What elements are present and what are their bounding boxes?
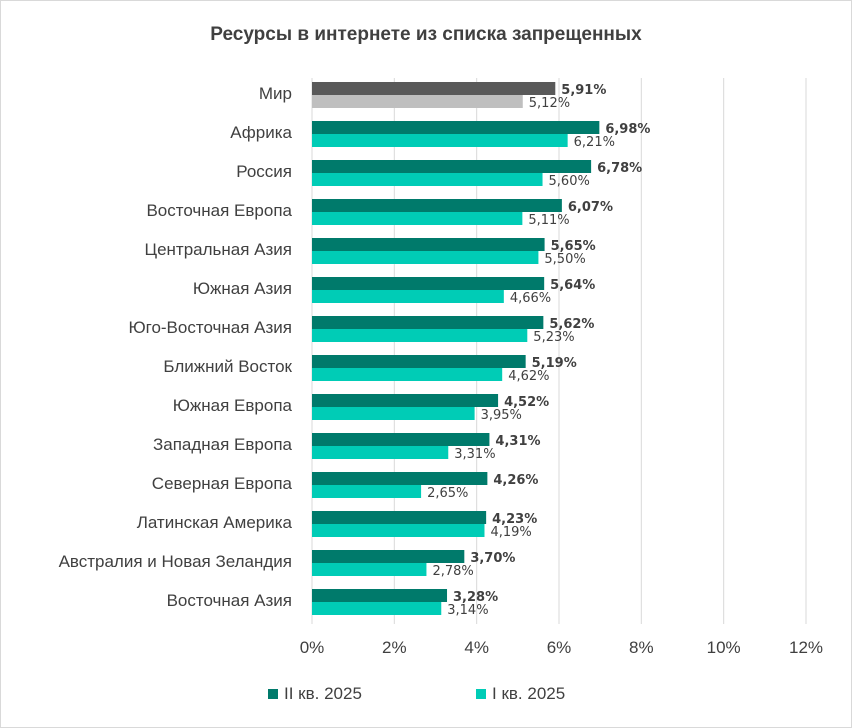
data-label-series-1: 4,31% (495, 434, 540, 449)
bar-series-1 (312, 355, 526, 368)
data-label-series-2: 6,21% (574, 135, 615, 150)
data-label-series-1: 6,78% (597, 161, 642, 176)
bar-series-2 (312, 173, 543, 186)
bar-series-2 (312, 368, 503, 381)
bar-series-1 (312, 433, 490, 446)
data-label-series-2: 4,66% (510, 291, 551, 306)
data-label-series-1: 6,07% (568, 200, 613, 215)
x-tick-label: 2% (382, 638, 407, 657)
data-label-series-1: 5,64% (550, 278, 595, 293)
bar-series-2 (312, 251, 539, 264)
bar-series-1 (312, 511, 487, 524)
data-label-series-2: 3,95% (481, 408, 522, 423)
data-label-series-2: 2,78% (432, 564, 473, 579)
data-label-series-1: 4,52% (504, 395, 549, 410)
bar-series-2 (312, 446, 449, 459)
category-label: Ближний Восток (163, 357, 292, 376)
bar-series-2 (312, 602, 442, 615)
bar-series-1 (312, 160, 592, 173)
category-label: Латинская Америка (137, 513, 293, 532)
data-label-series-2: 5,60% (549, 174, 590, 189)
bar-series-1 (312, 394, 499, 407)
bar-series-1 (312, 121, 600, 134)
bar-series-1 (312, 238, 545, 251)
chart-legend: II кв. 2025 I кв. 2025 (0, 684, 852, 708)
legend-label-series-2: I кв. 2025 (492, 684, 566, 703)
category-label: Центральная Азия (145, 240, 293, 259)
chart-title: Ресурсы в интернете из списка запрещенны… (210, 24, 642, 45)
x-tick-label: 8% (629, 638, 654, 657)
bar-series-1 (312, 316, 544, 329)
category-label: Северная Европа (152, 474, 293, 493)
x-tick-label: 6% (547, 638, 572, 657)
bar-series-2 (312, 329, 528, 342)
category-label: Южная Азия (193, 279, 292, 298)
data-label-series-2: 4,62% (508, 369, 549, 384)
x-tick-label: 4% (464, 638, 489, 657)
bar-series-2 (312, 134, 568, 147)
data-label-series-2: 5,23% (533, 330, 574, 345)
legend-item-series-2: I кв. 2025 (476, 684, 565, 704)
category-label: Африка (230, 123, 292, 142)
data-label-series-2: 5,11% (528, 213, 569, 228)
bar-series-1 (312, 589, 448, 602)
bar-series-2 (312, 563, 427, 576)
bar-series-1 (312, 472, 488, 485)
bar-series-1 (312, 199, 562, 212)
data-label-series-1: 5,65% (551, 239, 596, 254)
data-label-series-1: 5,19% (532, 356, 577, 371)
x-tick-label: 0% (300, 638, 325, 657)
data-label-series-2: 2,65% (427, 486, 468, 501)
data-label-series-1: 5,62% (549, 317, 594, 332)
category-label: Южная Европа (173, 396, 293, 415)
category-label: Западная Европа (153, 435, 293, 454)
category-label: Россия (236, 162, 292, 181)
legend-swatch-series-1 (268, 689, 278, 699)
category-label: Юго-Восточная Азия (128, 318, 292, 337)
bar-series-2 (312, 524, 485, 537)
data-label-series-2: 4,19% (490, 525, 531, 540)
chart-plot: 0% 2% 4% 6% 8% 10% 12% Мир 5,91%5,12% Африка 6,98%… (59, 78, 823, 657)
data-label-series-2: 3,31% (454, 447, 495, 462)
data-label-series-1: 3,28% (453, 590, 498, 605)
category-label: Австралия и Новая Зеландия (59, 552, 292, 571)
data-label-series-1: 4,26% (493, 473, 538, 488)
legend-swatch-series-2 (476, 689, 486, 699)
bar-series-1 (312, 550, 465, 563)
bar-series-1 (312, 277, 545, 290)
category-label: Восточная Азия (167, 591, 292, 610)
data-label-series-1: 6,98% (605, 122, 650, 137)
data-label-series-2: 5,12% (529, 96, 570, 111)
x-tick-label: 12% (789, 638, 823, 657)
bar-series-2 (312, 290, 504, 303)
data-label-series-1: 4,23% (492, 512, 537, 527)
bar-series-2 (312, 485, 422, 498)
category-label: Мир (259, 84, 292, 103)
bar-series-2 (312, 95, 523, 108)
legend-label-series-1: II кв. 2025 (284, 684, 362, 703)
bar-series-2 (312, 407, 475, 420)
bar-series-2 (312, 212, 523, 225)
bar-series-1 (312, 82, 556, 95)
data-label-series-2: 5,50% (544, 252, 585, 267)
data-label-series-1: 5,91% (561, 83, 606, 98)
data-label-series-2: 3,14% (447, 603, 488, 618)
x-tick-label: 10% (707, 638, 741, 657)
data-label-series-1: 3,70% (470, 551, 515, 566)
category-label: Восточная Европа (146, 201, 292, 220)
legend-item-series-1: II кв. 2025 (268, 684, 362, 704)
